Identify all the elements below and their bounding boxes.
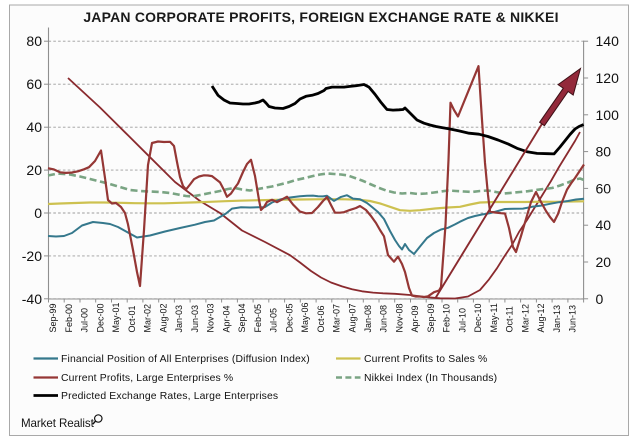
svg-text:Aug-12: Aug-12 [536,303,546,332]
svg-text:Jun-03: Jun-03 [190,305,200,333]
svg-text:Mar-12: Mar-12 [520,304,530,333]
svg-text:Financial Position of All Ente: Financial Position of All Enterprises (D… [61,354,310,365]
svg-text:Aug-02: Aug-02 [158,303,168,332]
svg-text:Jun-08: Jun-08 [379,305,389,333]
svg-text:Current Profits, Large Enterpr: Current Profits, Large Enterprises % [61,373,233,384]
svg-text:Jul-10: Jul-10 [457,308,467,333]
svg-text:Nov-08: Nov-08 [395,303,405,332]
svg-text:Sep-04: Sep-04 [237,303,247,332]
svg-text:Jul-00: Jul-00 [80,308,90,333]
svg-text:Aug-07: Aug-07 [347,303,357,332]
svg-text:Jul-05: Jul-05 [269,308,279,333]
svg-text:-20: -20 [22,248,42,264]
svg-text:140: 140 [596,33,620,49]
svg-text:60: 60 [26,76,42,92]
svg-text:40: 40 [596,217,612,233]
svg-text:Oct-11: Oct-11 [505,306,515,332]
svg-text:Mar-02: Mar-02 [143,304,153,333]
svg-text:0: 0 [596,291,604,307]
svg-text:Predicted Exchange Rates, Larg: Predicted Exchange Rates, Large Enterpri… [61,391,278,402]
svg-text:Apr-09: Apr-09 [410,305,420,332]
svg-text:Apr-04: Apr-04 [221,305,231,332]
svg-text:Jun-13: Jun-13 [568,305,578,333]
svg-text:80: 80 [596,144,612,160]
svg-text:Oct-06: Oct-06 [316,305,326,332]
svg-text:40: 40 [26,119,42,135]
svg-text:Mar-07: Mar-07 [332,304,342,333]
svg-text:Market Realist: Market Realist [21,417,95,430]
svg-text:Current Profits to Sales %: Current Profits to Sales % [364,354,487,365]
svg-text:100: 100 [596,107,620,123]
svg-text:Dec-00: Dec-00 [95,303,105,332]
svg-text:May-01: May-01 [111,302,121,332]
svg-text:Feb-10: Feb-10 [442,304,452,333]
svg-text:Sep-99: Sep-99 [48,303,58,332]
svg-text:Oct-01: Oct-01 [127,305,137,332]
svg-text:JAPAN CORPORATE PROFITS, FOREI: JAPAN CORPORATE PROFITS, FOREIGN EXCHANG… [83,9,558,25]
svg-text:May-11: May-11 [489,303,499,332]
svg-text:Nov-03: Nov-03 [206,303,216,332]
svg-text:20: 20 [596,254,612,270]
svg-text:Jan-13: Jan-13 [552,305,562,333]
svg-text:May-06: May-06 [300,302,310,332]
svg-text:80: 80 [26,33,42,49]
svg-text:60: 60 [596,180,612,196]
svg-text:Feb-05: Feb-05 [253,304,263,333]
svg-text:Dec-05: Dec-05 [284,303,294,332]
svg-text:20: 20 [26,162,42,178]
svg-text:Nikkei Index (In Thousands): Nikkei Index (In Thousands) [364,373,497,384]
svg-text:0: 0 [34,205,42,221]
svg-text:Jan-03: Jan-03 [174,305,184,333]
svg-text:Jan-08: Jan-08 [363,305,373,333]
svg-text:Sep-09: Sep-09 [426,303,436,332]
svg-text:-40: -40 [22,291,42,307]
svg-text:Dec-10: Dec-10 [473,303,483,332]
svg-text:Feb-00: Feb-00 [64,304,74,333]
svg-text:120: 120 [596,70,620,86]
